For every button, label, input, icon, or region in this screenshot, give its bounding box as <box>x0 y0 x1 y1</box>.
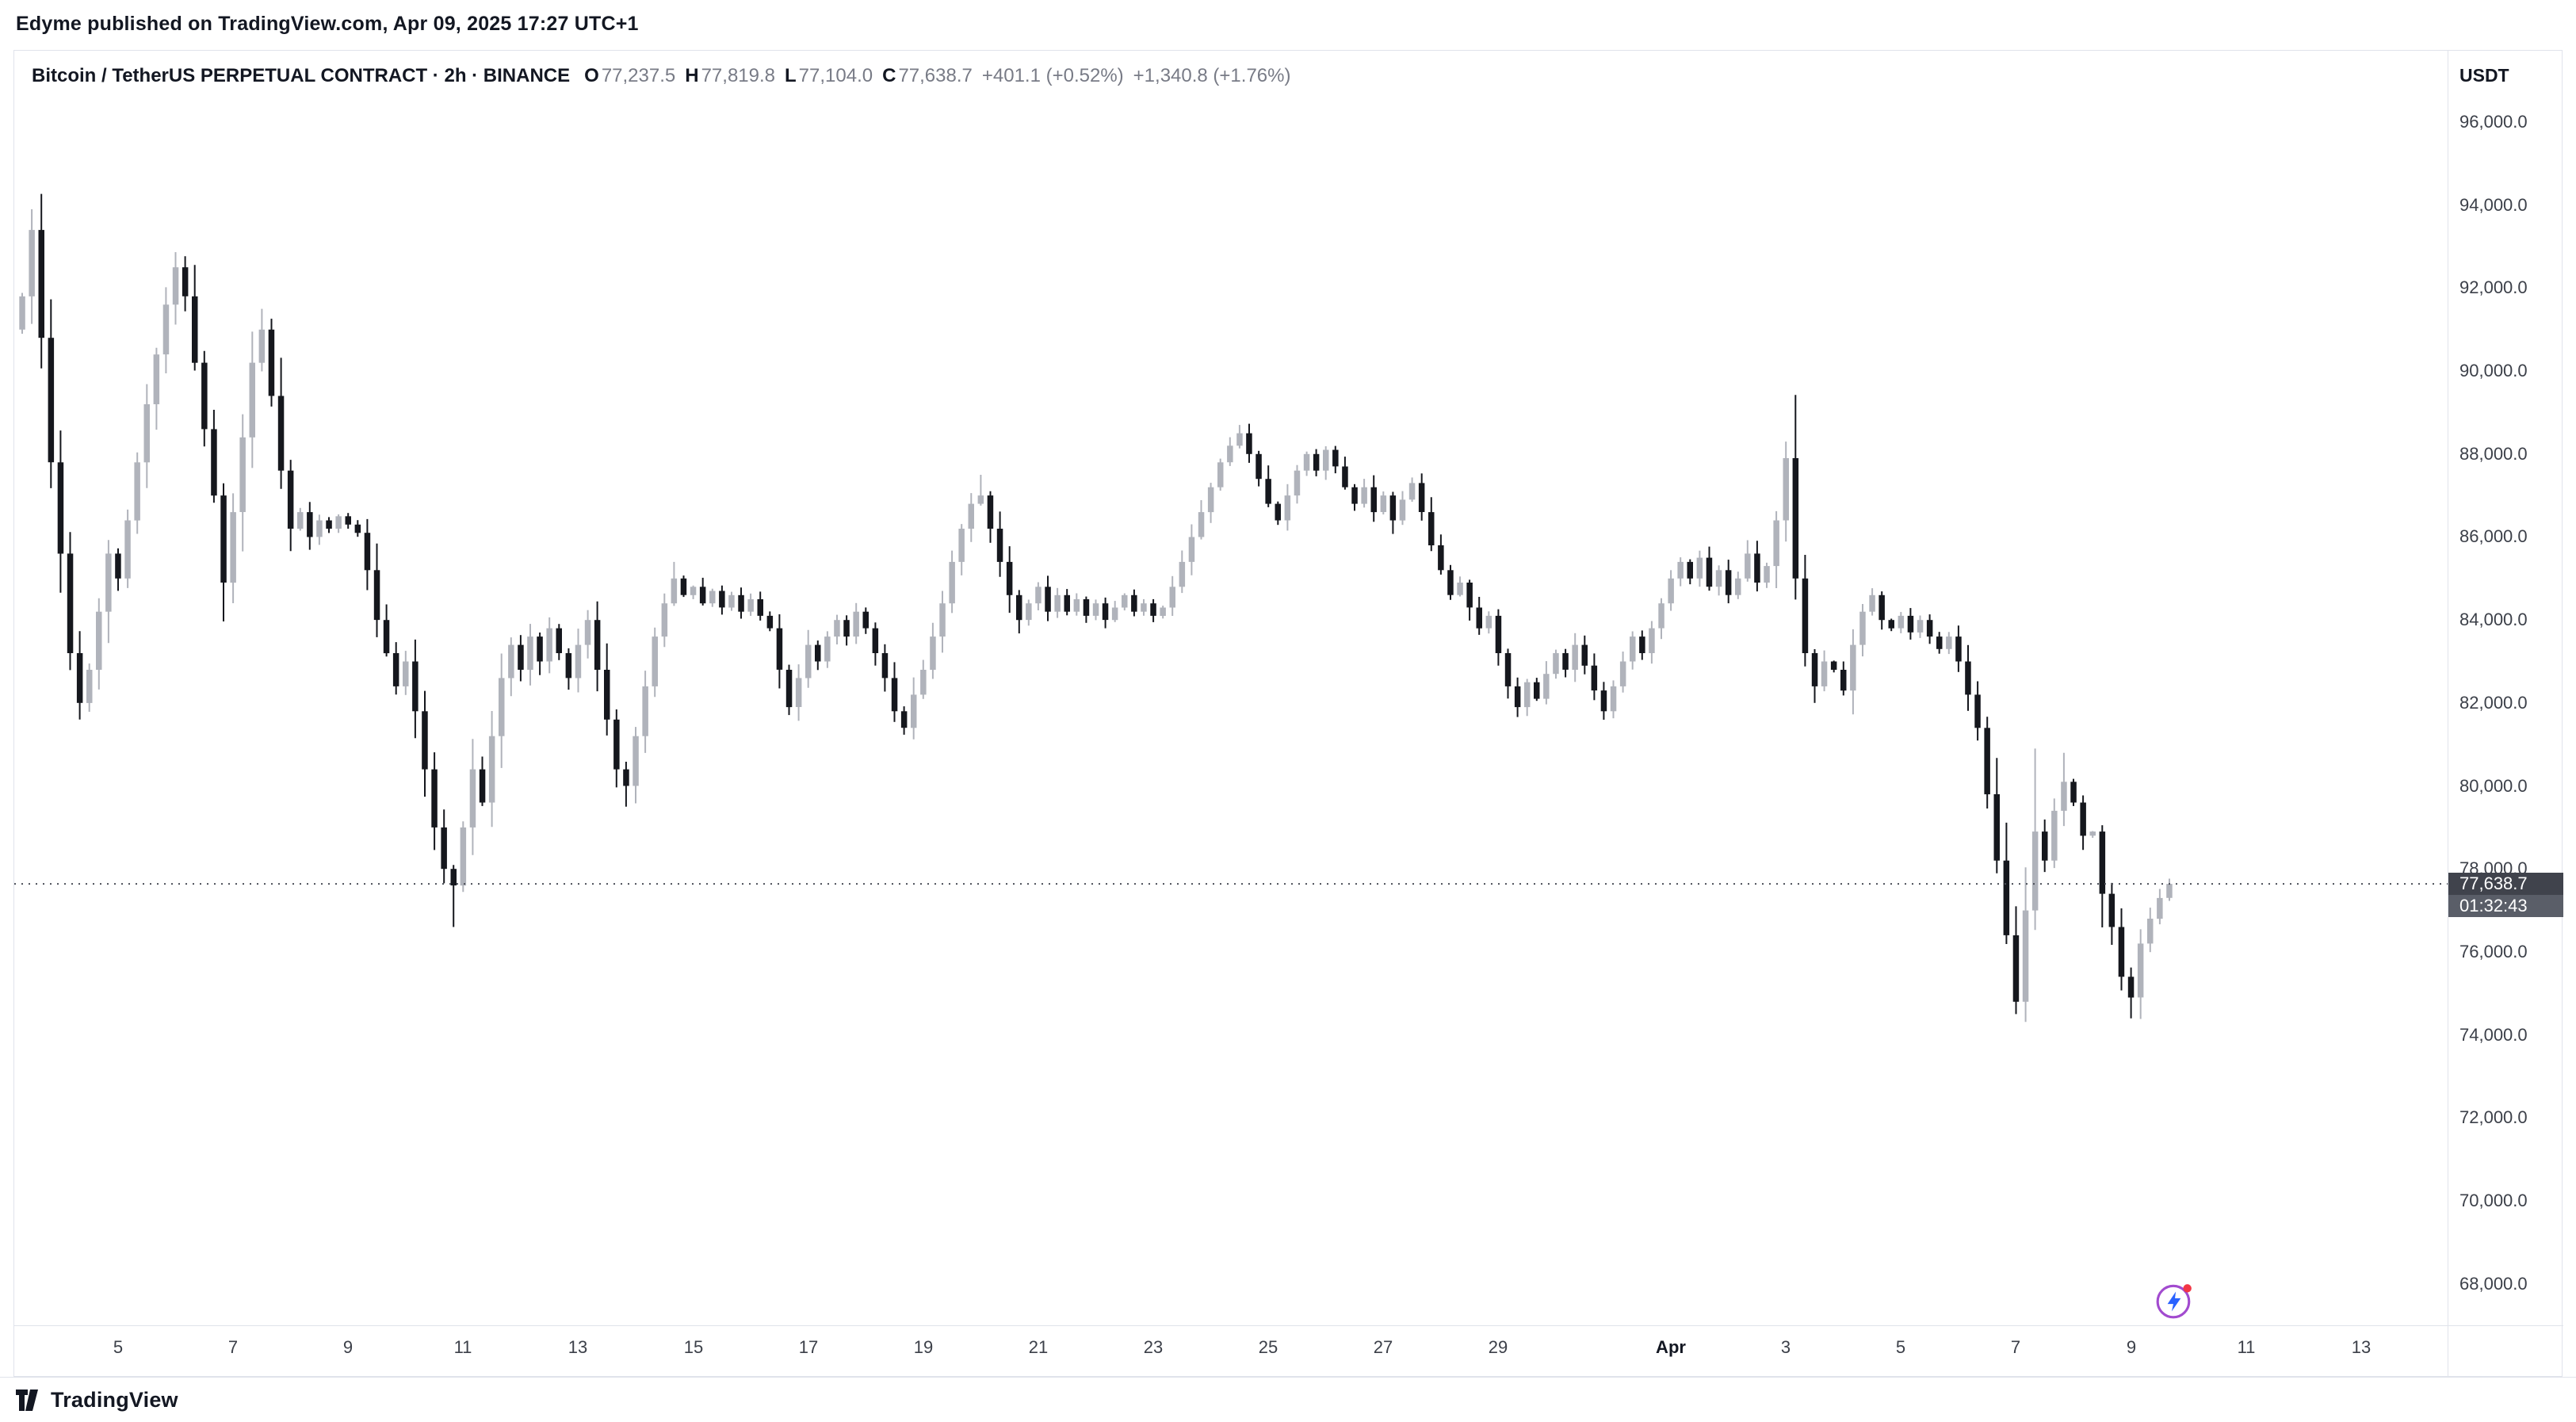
x-axis-label: 13 <box>2351 1337 2372 1357</box>
price-scale[interactable]: USDT 96,000.0 94,000.0 92,000.0 90,000.0 88,… <box>2448 51 2563 1325</box>
candlestick-series <box>14 193 2448 1023</box>
ohlc-close: C 77,638.7 <box>882 65 973 86</box>
footer: TradingView <box>0 1377 2576 1422</box>
x-axis-label: 7 <box>227 1337 239 1357</box>
last-price-badge: 77,638.7 01:32:43 <box>2448 873 2563 917</box>
x-axis-label: 27 <box>1373 1337 1393 1357</box>
bar-countdown: 01:32:43 <box>2448 895 2563 917</box>
x-axis-label: 11 <box>453 1337 472 1357</box>
x-axis-label: 11 <box>2237 1337 2256 1357</box>
tradingview-logo[interactable]: TradingView <box>16 1388 178 1412</box>
y-axis-label: 88,000.0 <box>2459 444 2528 464</box>
y-axis-label: 74,000.0 <box>2459 1025 2528 1045</box>
chart-widget: Bitcoin / TetherUS PERPETUAL CONTRACT · … <box>13 50 2563 1378</box>
symbol-title: Bitcoin / TetherUS PERPETUAL CONTRACT · … <box>32 65 571 86</box>
x-axis-label: 5 <box>113 1337 124 1357</box>
x-axis-label: 17 <box>798 1337 819 1357</box>
y-axis-label: 82,000.0 <box>2459 693 2528 713</box>
chart-legend[interactable]: Bitcoin / TetherUS PERPETUAL CONTRACT · … <box>29 63 1294 89</box>
y-axis-label: 86,000.0 <box>2459 526 2528 546</box>
y-axis-label: 90,000.0 <box>2459 361 2528 380</box>
change-extended: +1,340.8 (+1.76%) <box>1133 65 1291 86</box>
x-axis-label: 3 <box>1780 1337 1791 1357</box>
y-axis-label: 92,000.0 <box>2459 277 2528 297</box>
time-axis-separator <box>14 1325 2563 1326</box>
y-axis-label: 94,000.0 <box>2459 195 2528 215</box>
y-axis-label: 70,000.0 <box>2459 1191 2528 1210</box>
change-absolute: +401.1 (+0.52%) <box>981 65 1124 86</box>
last-price-value: 77,638.7 <box>2448 873 2563 895</box>
x-axis-label: 19 <box>913 1337 934 1357</box>
tradingview-mark-icon <box>16 1389 38 1411</box>
x-axis-label: 29 <box>1488 1337 1508 1357</box>
y-axis-label: 68,000.0 <box>2459 1274 2528 1294</box>
x-axis-label: 13 <box>568 1337 588 1357</box>
x-axis-label: 5 <box>1895 1337 1906 1357</box>
publish-attribution: Edyme published on TradingView.com, Apr … <box>16 13 639 35</box>
x-axis-label: Apr <box>1656 1337 1686 1357</box>
x-axis-label: 7 <box>2010 1337 2021 1357</box>
y-axis-label: 72,000.0 <box>2459 1107 2528 1127</box>
ohlc-high: H 77,819.8 <box>685 65 775 86</box>
ohlc-low: L 77,104.0 <box>785 65 873 86</box>
x-axis-label: 23 <box>1143 1337 1164 1357</box>
y-axis-label: 84,000.0 <box>2459 610 2528 629</box>
currency-label: USDT <box>2459 65 2509 86</box>
tradingview-wordmark: TradingView <box>51 1387 178 1412</box>
time-scale[interactable]: 5 7 9 11 13 15 17 19 21 23 25 27 29 Apr 3 5 7 9 11 13 <box>14 1326 2448 1377</box>
x-axis-label: 9 <box>342 1337 354 1357</box>
x-axis-label: 21 <box>1028 1337 1049 1357</box>
x-axis-label: 15 <box>683 1337 704 1357</box>
ohlc-open: O 77,237.5 <box>584 65 676 86</box>
y-axis-label: 96,000.0 <box>2459 112 2528 132</box>
idea-flash-icon[interactable] <box>2154 1281 2194 1321</box>
y-axis-label: 76,000.0 <box>2459 942 2528 961</box>
x-axis-label: 9 <box>2126 1337 2137 1357</box>
y-axis-label: 80,000.0 <box>2459 776 2528 796</box>
x-axis-label: 25 <box>1258 1337 1278 1357</box>
chart-pane[interactable]: Bitcoin / TetherUS PERPETUAL CONTRACT · … <box>14 51 2448 1325</box>
